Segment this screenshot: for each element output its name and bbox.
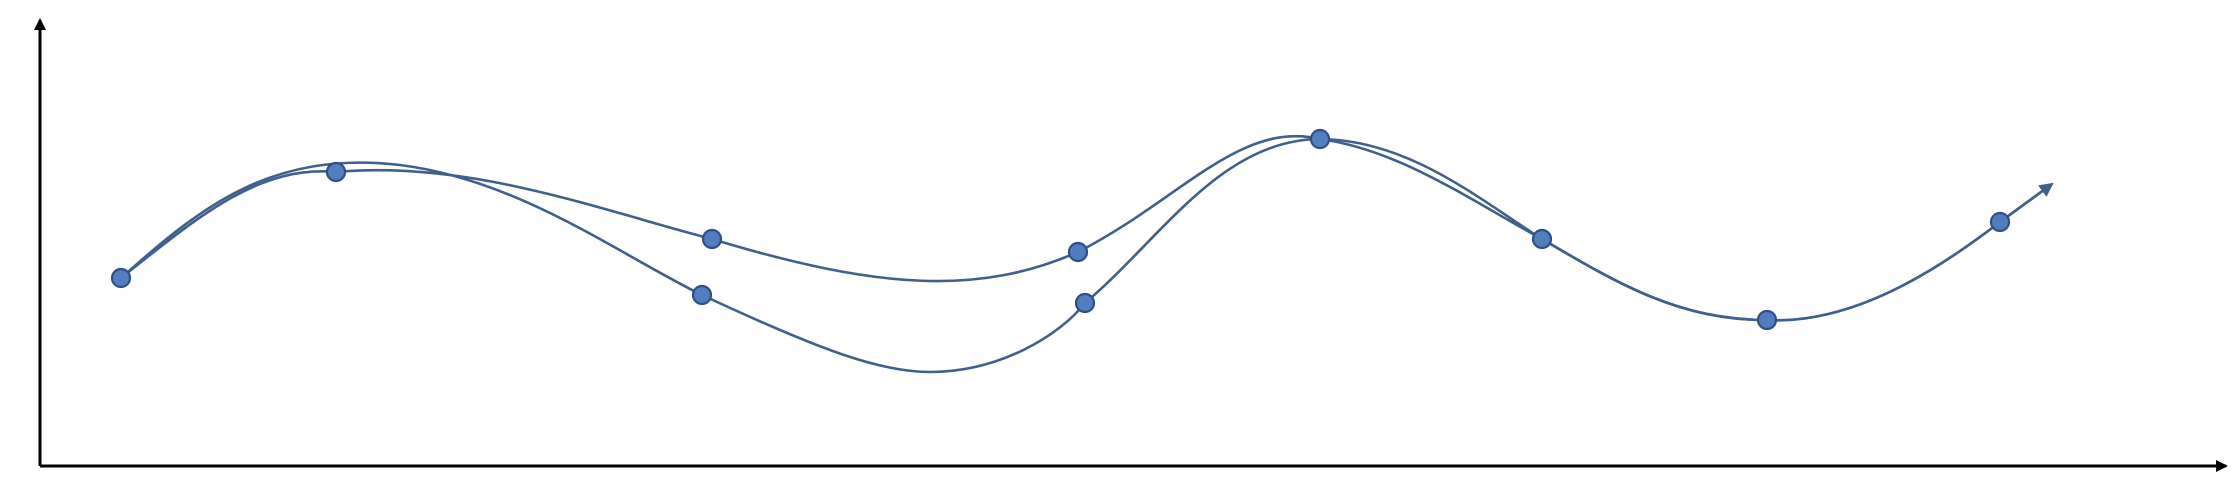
point-1 <box>110 267 132 289</box>
point-2 <box>325 161 347 183</box>
point-4-lower <box>1074 292 1096 314</box>
point-5 <box>1309 128 1331 150</box>
upper-path-curve <box>120 134 2054 322</box>
point-6 <box>1531 228 1553 250</box>
point-8 <box>1989 211 2011 233</box>
point-7 <box>1756 309 1778 331</box>
points-group <box>110 128 2011 331</box>
point-4-upper <box>1067 241 1089 263</box>
point-3-lower <box>691 284 713 306</box>
point-3-upper <box>701 228 723 250</box>
